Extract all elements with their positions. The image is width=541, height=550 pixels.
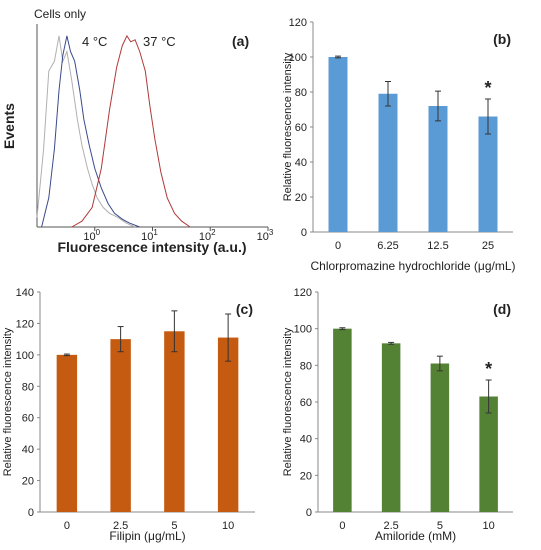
x-tick-label: 2.5	[383, 520, 398, 532]
y-tick-label: 20	[295, 192, 307, 204]
y-tick-label: 140	[16, 287, 34, 299]
series-label: 37 °C	[143, 34, 176, 49]
significance-marker: *	[484, 78, 491, 98]
panel-label: (c)	[236, 301, 253, 317]
y-tick-label: 60	[300, 397, 312, 409]
x-tick-label: 2.5	[113, 520, 128, 532]
x-tick-label: 0	[64, 520, 70, 532]
y-tick-label: 100	[294, 324, 312, 336]
series-line	[36, 35, 136, 228]
x-tick-label: 25	[482, 240, 494, 252]
x-tick-label: 0	[339, 520, 345, 532]
y-tick-label: 100	[289, 52, 307, 64]
bar	[479, 396, 498, 512]
y-tick-label: 60	[22, 413, 34, 425]
panel-label: (d)	[493, 301, 511, 317]
significance-marker: *	[485, 359, 492, 379]
bar	[428, 106, 448, 232]
panel-b: 0 20 40 60 80 100 120 0 6.25 12.5 25 * (b) Relative f…	[282, 17, 516, 273]
y-tick-label: 0	[28, 507, 34, 519]
x-tick-label: 12.5	[427, 240, 448, 252]
y-axis-label: Events	[1, 103, 17, 149]
panel-label: (b)	[493, 31, 511, 47]
panel-d: 0 20 40 60 80 100 120 0 2.5 5 10 * (d) Relative fluor…	[282, 287, 513, 543]
bar	[56, 354, 78, 512]
x-tick-label: 103	[257, 228, 274, 243]
y-tick-label: 40	[295, 157, 307, 169]
series-line	[71, 34, 191, 228]
x-tick-label: 5	[171, 520, 177, 532]
series-label: Cells only	[34, 7, 86, 21]
x-tick-label: 10	[222, 520, 234, 532]
x-axis-label: Filipin (μg/mL)	[109, 529, 185, 543]
y-tick-label: 0	[301, 227, 307, 239]
y-tick-label: 100	[16, 350, 34, 362]
bar	[164, 331, 185, 512]
bar	[478, 116, 498, 232]
y-tick-label: 80	[300, 360, 312, 372]
panel-label: (a)	[232, 33, 249, 49]
x-axis-label: Chlorpromazine hydrochloride (μg/mL)	[311, 259, 516, 273]
y-axis-label: Relative fluorescence intensity	[282, 52, 294, 201]
bar	[430, 363, 450, 512]
y-tick-label: 120	[16, 318, 34, 330]
bar	[328, 57, 348, 232]
y-tick-label: 20	[22, 476, 34, 488]
y-tick-label: 80	[295, 87, 307, 99]
x-axis-label: Amiloride (mM)	[375, 529, 456, 543]
x-axis-label: Fluorescence intensity (a.u.)	[57, 239, 246, 255]
x-tick-label: 10	[483, 520, 495, 532]
y-tick-label: 0	[306, 507, 312, 519]
x-tick-label: 6.25	[377, 240, 398, 252]
x-tick-label: 5	[437, 520, 443, 532]
y-tick-label: 80	[22, 381, 34, 393]
y-tick-label: 60	[295, 122, 307, 134]
y-tick-label: 120	[294, 287, 312, 299]
series-line	[41, 35, 140, 228]
x-tick-label: 0	[335, 240, 341, 252]
y-axis-label: Relative fluorescence intensity	[2, 327, 14, 476]
panel-c: 0 20 40 60 80 100 120 140 0 2.5 5 10 (c) Relative flu…	[2, 287, 255, 543]
bar	[217, 337, 239, 512]
y-tick-label: 20	[300, 470, 312, 482]
y-tick-label: 120	[289, 17, 307, 29]
y-tick-label: 40	[22, 444, 34, 456]
series-label: 4 °C	[82, 34, 107, 49]
bar	[378, 93, 398, 232]
bar	[333, 328, 352, 512]
bar	[110, 339, 131, 512]
bar	[381, 343, 401, 512]
y-axis-label: Relative fluorescence intensity	[282, 327, 294, 476]
y-tick-label: 40	[300, 434, 312, 446]
